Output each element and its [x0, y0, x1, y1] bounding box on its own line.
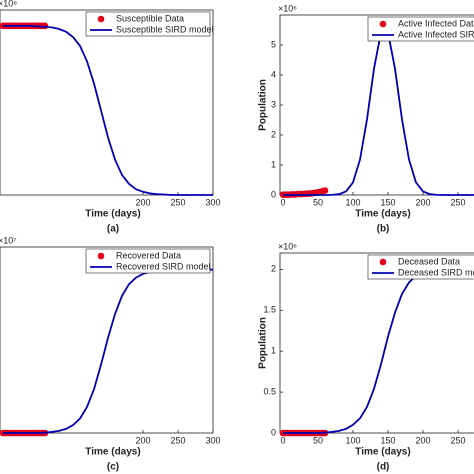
- x-tick-label: 0: [280, 197, 285, 207]
- y-tick-label: 4: [271, 69, 276, 79]
- legend-box: [367, 16, 474, 42]
- axes-box: [279, 14, 474, 196]
- y-axis-label: Population: [258, 79, 269, 131]
- axes-box: [0, 246, 214, 434]
- y-tick-label: 0: [271, 427, 276, 437]
- x-tick-label: 250: [170, 197, 185, 207]
- legend-label: Active Infected Data: [398, 18, 474, 28]
- legend-box: [367, 254, 474, 280]
- caption: (d): [377, 462, 390, 473]
- y-tick-label: 1.5: [263, 305, 276, 315]
- x-tick-label: 200: [135, 197, 150, 207]
- x-tick-label: 300: [205, 197, 220, 207]
- x-tick-label: 100: [345, 435, 360, 445]
- x-tick-label: 100: [345, 197, 360, 207]
- caption: (a): [107, 224, 119, 235]
- y-tick-label: 3: [271, 99, 276, 109]
- legend-swatch: [379, 258, 387, 266]
- y-tick-label: 0: [271, 189, 276, 199]
- legend-box: [85, 248, 211, 274]
- axes-box: [0, 9, 214, 196]
- x-axis-label: Time (days): [85, 447, 140, 458]
- y-tick-label: 2: [271, 264, 276, 274]
- x-axis-label: Time (days): [85, 209, 140, 220]
- legend-label: Recovered Data: [116, 250, 181, 260]
- x-tick-label: 50: [313, 197, 323, 207]
- caption: (b): [377, 224, 390, 235]
- legend-label: Susceptible SIRD model: [116, 24, 214, 34]
- legend-swatch: [379, 20, 387, 28]
- y-multiplier: ×10⁸: [0, 0, 17, 8]
- caption: (c): [107, 462, 119, 473]
- x-axis-label: Time (days): [355, 447, 410, 458]
- x-tick-label: 50: [313, 435, 323, 445]
- x-tick-label: 200: [415, 197, 430, 207]
- y-multiplier: ×10⁶: [278, 3, 297, 13]
- x-axis-label: Time (days): [355, 209, 410, 220]
- model-line: [3, 25, 213, 196]
- x-tick-label: 250: [170, 435, 185, 445]
- y-tick-label: 5: [271, 39, 276, 49]
- y-axis-label: Population: [258, 317, 269, 369]
- legend-box: [85, 11, 211, 37]
- y-tick-label: 1: [271, 346, 276, 356]
- x-tick-label: 200: [135, 435, 150, 445]
- x-tick-label: 150: [380, 197, 395, 207]
- x-tick-label: 250: [450, 197, 465, 207]
- legend-label: Active Infected SIRD model: [398, 29, 474, 39]
- x-tick-label: 200: [415, 435, 430, 445]
- legend-label: Recovered SIRD model: [116, 261, 211, 271]
- legend-label: Susceptible Data: [116, 13, 184, 23]
- y-multiplier: ×10⁷: [0, 235, 17, 245]
- x-tick-label: 0: [280, 435, 285, 445]
- legend-swatch: [97, 15, 105, 23]
- x-tick-label: 300: [205, 435, 220, 445]
- y-tick-label: 0.5: [263, 386, 276, 396]
- x-tick-label: 150: [380, 435, 395, 445]
- y-multiplier: ×10⁶: [278, 241, 297, 251]
- axes-box: [279, 252, 474, 434]
- legend-label: Deceased Data: [398, 256, 460, 266]
- legend-label: Deceased SIRD model: [398, 267, 474, 277]
- y-tick-label: 1: [271, 159, 276, 169]
- data-point: [321, 187, 329, 194]
- legend-swatch: [97, 252, 105, 260]
- y-tick-label: 2: [271, 129, 276, 139]
- x-tick-label: 250: [450, 435, 465, 445]
